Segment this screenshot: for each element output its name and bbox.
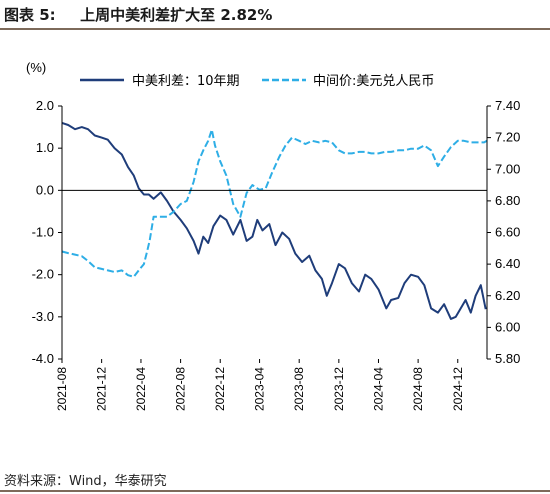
y-axis-left-tick-label: -2.0 <box>32 267 54 282</box>
x-axis-tick-label: 2024-04 <box>371 367 385 411</box>
x-axis-tick-label: 2022-12 <box>213 367 227 411</box>
source-note: 资料来源：Wind，华泰研究 <box>4 474 167 489</box>
y-axis-right-tick-label: 6.00 <box>495 319 520 334</box>
y-axis-left-label: (%) <box>26 60 46 75</box>
x-axis-tick-label: 2023-08 <box>292 367 306 411</box>
x-axis-tick-label: 2023-04 <box>253 367 267 411</box>
legend: 中美利差：10年期 中间价:美元兑人民币 <box>80 74 434 89</box>
y-axis-right-tick-label: 6.80 <box>495 193 520 208</box>
x-axis-tick-label: 2022-04 <box>134 367 148 411</box>
legend-item-fx-label: 中间价:美元兑人民币 <box>313 74 434 89</box>
y-axis-right-tick-label: 5.80 <box>495 351 520 366</box>
y-axis-left-tick-label: -4.0 <box>32 351 54 366</box>
legend-item-spread-label: 中美利差：10年期 <box>132 74 240 89</box>
y-axis-right-tick-label: 6.40 <box>495 256 520 271</box>
plot-area <box>61 121 488 320</box>
y-axis-left-tick-label: 1.0 <box>36 140 54 155</box>
y-axis-right-tick-label: 7.20 <box>495 130 520 145</box>
y-axis-right-tick-label: 7.00 <box>495 161 520 176</box>
chart: (%) 中美利差：10年期 中间价:美元兑人民币 2.0 1.0 0.0 -1.0 -2.… <box>26 60 521 411</box>
y-axis-right-tick-label: 6.60 <box>495 225 520 240</box>
figure-header: 图表 5: 上周中美利差扩大至 2.82% <box>0 0 550 30</box>
title-divider <box>0 28 550 30</box>
axes: 2.0 1.0 0.0 -1.0 -2.0 -3.0 -4.0 7.40 7.20 7.00 6.8… <box>32 98 521 411</box>
x-axis-tick-label: 2021-12 <box>95 367 109 411</box>
figure-label: 图表 5: <box>4 6 56 24</box>
x-axis-tick-label: 2021-08 <box>55 367 69 411</box>
series-line-fx <box>61 128 488 278</box>
series-line-spread <box>61 121 487 320</box>
y-axis-left-tick-label: 0.0 <box>36 182 54 197</box>
x-axis-tick-label: 2022-08 <box>174 367 188 411</box>
chart-title: 上周中美利差扩大至 2.82% <box>80 6 273 24</box>
x-axis-tick-label: 2024-08 <box>411 367 425 411</box>
x-axis-tick-label: 2023-12 <box>332 367 346 411</box>
y-axis-right-tick-label: 6.20 <box>495 288 520 303</box>
footer-divider <box>0 490 550 492</box>
y-axis-left-tick-label: -3.0 <box>32 309 54 324</box>
y-axis-left-tick-label: 2.0 <box>36 98 54 113</box>
figure-title: 图表 5: 上周中美利差扩大至 2.82% <box>4 4 272 25</box>
y-axis-right-tick-label: 7.40 <box>495 98 520 113</box>
x-axis-tick-label: 2024-12 <box>451 367 465 411</box>
y-axis-left-tick-label: -1.0 <box>32 225 54 240</box>
